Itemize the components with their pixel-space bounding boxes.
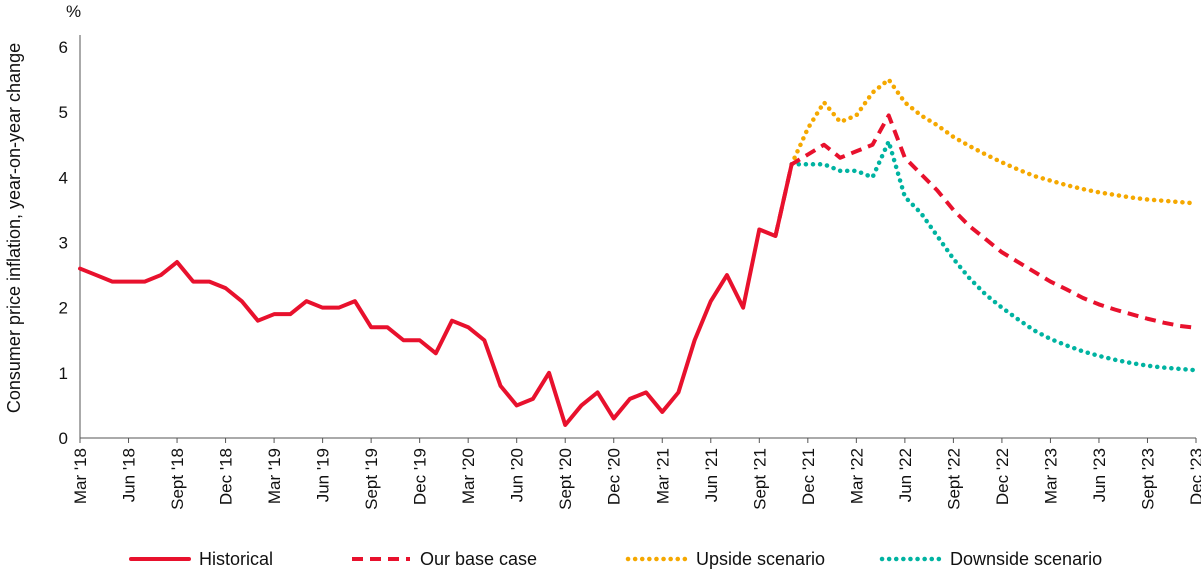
x-tick-label: Mar '19 xyxy=(265,448,284,504)
y-tick-label: 3 xyxy=(59,234,68,253)
x-tick-label: Mar '22 xyxy=(847,448,866,504)
x-tick-label: Dec '21 xyxy=(799,448,818,505)
y-tick-label: 2 xyxy=(59,299,68,318)
x-tick-label: Sept '23 xyxy=(1138,448,1157,510)
x-tick-label: Sept '19 xyxy=(362,448,381,510)
x-tick-label: Jun '19 xyxy=(314,448,333,502)
x-tick-label: Sept '18 xyxy=(168,448,187,510)
x-tick-label: Mar '23 xyxy=(1041,448,1060,504)
series-line-downside-scenario xyxy=(789,139,1199,373)
x-tick-label: Jun '21 xyxy=(702,448,721,502)
x-tick-label: Sept '22 xyxy=(944,448,963,510)
x-tick-label: Sept '20 xyxy=(556,448,575,510)
legend-label: Downside scenario xyxy=(950,549,1102,569)
x-tick-label: Dec '18 xyxy=(217,448,236,505)
x-tick-label: Jun '23 xyxy=(1090,448,1109,502)
y-unit-label: % xyxy=(66,2,81,21)
axes: 0 1 2 3 4 5 6% Consumer price inflation, year-o… xyxy=(4,2,1201,510)
y-tick-label: 0 xyxy=(59,429,68,448)
y-axis-title: Consumer price inflation, year-on-year c… xyxy=(4,43,24,413)
legend-label: Historical xyxy=(199,549,273,569)
series-line-our-base-case xyxy=(773,113,1197,330)
y-tick-label: 5 xyxy=(59,103,68,122)
x-tick-label: Mar '21 xyxy=(653,448,672,504)
x-tick-label: Dec '20 xyxy=(605,448,624,505)
y-tick-label: 4 xyxy=(59,168,68,187)
x-tick-label: Mar '18 xyxy=(71,448,90,504)
x-tick-label: Dec '23 xyxy=(1187,448,1201,505)
legend-label: Our base case xyxy=(420,549,537,569)
x-tick-label: Dec '19 xyxy=(411,448,430,505)
series-line-upside-scenario xyxy=(789,77,1199,206)
legend-label: Upside scenario xyxy=(696,549,825,569)
x-tick-label: Jun '20 xyxy=(508,448,527,502)
legend: Historical Our base case Upside scenario Do… xyxy=(129,549,1102,569)
y-tick-label: 1 xyxy=(59,364,68,383)
x-tick-label: Mar '20 xyxy=(459,448,478,504)
y-tick-label: 6 xyxy=(59,38,68,57)
x-tick-label: Jun '22 xyxy=(896,448,915,502)
series-layer xyxy=(78,77,1199,427)
x-tick-label: Dec '22 xyxy=(993,448,1012,505)
x-tick-label: Sept '21 xyxy=(750,448,769,510)
series-line-historical xyxy=(78,162,794,427)
x-tick-label: Jun '18 xyxy=(120,448,139,502)
